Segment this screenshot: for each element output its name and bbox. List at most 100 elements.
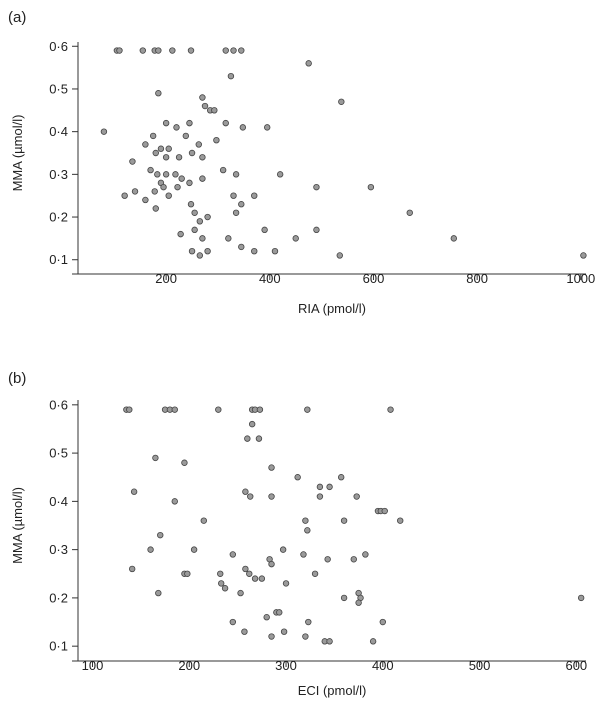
data-point-a bbox=[175, 154, 183, 161]
data-point-a bbox=[139, 47, 146, 54]
data-point-a bbox=[152, 205, 159, 212]
data-point-a bbox=[238, 47, 245, 54]
data-point-b bbox=[128, 565, 136, 573]
data-point-a bbox=[251, 192, 258, 199]
data-point-a bbox=[172, 171, 179, 178]
data-point-a bbox=[199, 235, 206, 242]
data-point-a bbox=[174, 183, 181, 191]
data-point-a bbox=[165, 145, 172, 152]
data-point-a bbox=[160, 183, 167, 191]
data-point-b bbox=[353, 493, 360, 500]
data-point-b bbox=[241, 628, 248, 635]
data-point-b bbox=[147, 546, 154, 553]
y-axis-title-b: MMA (µmol/l) bbox=[10, 487, 25, 564]
data-point-a bbox=[211, 107, 218, 114]
y-tick-label-a: 0·2 bbox=[49, 210, 68, 225]
data-point-a bbox=[173, 124, 180, 131]
data-point-b bbox=[350, 556, 357, 563]
data-point-a bbox=[169, 47, 176, 54]
data-point-a bbox=[154, 171, 161, 178]
y-tick-label-b: 0·6 bbox=[49, 397, 68, 412]
data-point-b bbox=[340, 594, 348, 602]
data-point-a bbox=[131, 188, 139, 195]
data-point-a bbox=[264, 124, 271, 131]
data-point-b bbox=[200, 517, 207, 524]
data-point-b bbox=[171, 498, 178, 505]
y-tick-label-a: 0·1 bbox=[49, 252, 68, 267]
data-point-b bbox=[302, 517, 309, 524]
data-point-b bbox=[305, 618, 312, 626]
data-point-b bbox=[276, 609, 283, 616]
data-point-a bbox=[195, 141, 202, 148]
y-tick-label-b: 0·2 bbox=[49, 590, 68, 605]
data-point-b bbox=[229, 618, 237, 626]
y-tick-label-a: 0·3 bbox=[49, 167, 68, 182]
data-point-a bbox=[196, 252, 204, 259]
data-point-b bbox=[268, 633, 275, 640]
data-point-b bbox=[268, 560, 275, 568]
data-point-b bbox=[304, 527, 311, 534]
data-point-a bbox=[199, 154, 206, 161]
data-point-b bbox=[362, 551, 369, 558]
data-point-b bbox=[316, 483, 324, 491]
data-point-a bbox=[450, 235, 458, 242]
data-point-b bbox=[324, 556, 331, 563]
data-point-b bbox=[326, 483, 333, 491]
y-tick-label-b: 0·1 bbox=[49, 639, 68, 654]
data-point-b bbox=[311, 570, 319, 577]
x-tick-label-b: 200 bbox=[178, 658, 200, 673]
data-point-b bbox=[242, 565, 249, 573]
x-tick-label-b: 400 bbox=[372, 658, 394, 673]
x-tick-label-b: 600 bbox=[565, 658, 587, 673]
data-point-b bbox=[279, 546, 287, 553]
data-point-b bbox=[300, 551, 307, 558]
data-point-b bbox=[152, 454, 159, 462]
data-point-a bbox=[178, 175, 185, 182]
data-point-b bbox=[247, 493, 254, 500]
data-point-a bbox=[276, 171, 284, 178]
data-point-b bbox=[155, 589, 162, 597]
data-point-a bbox=[313, 183, 320, 191]
data-point-a bbox=[162, 154, 170, 161]
data-point-a bbox=[239, 124, 247, 131]
data-point-b bbox=[181, 459, 188, 466]
data-point-a bbox=[336, 252, 343, 259]
data-point-a bbox=[162, 119, 170, 127]
data-point-a bbox=[222, 47, 229, 54]
data-point-a bbox=[116, 47, 123, 54]
data-point-a bbox=[162, 171, 170, 178]
panel-label-b: (b) bbox=[8, 370, 26, 387]
x-axis-title-b: ECI (pmol/l) bbox=[298, 683, 367, 698]
data-point-b bbox=[263, 614, 270, 621]
data-point-a bbox=[191, 209, 198, 216]
data-point-a bbox=[271, 247, 279, 255]
data-point-a bbox=[196, 218, 204, 225]
data-point-b bbox=[381, 507, 388, 515]
data-point-b bbox=[340, 517, 348, 524]
data-point-b bbox=[184, 570, 191, 577]
data-point-a bbox=[191, 226, 198, 234]
data-point-b bbox=[244, 435, 251, 442]
y-axis-title-a: MMA (µmol/l) bbox=[10, 115, 25, 192]
data-point-a bbox=[313, 226, 320, 234]
x-tick-label-b: 100 bbox=[82, 658, 104, 673]
data-point-a bbox=[100, 128, 108, 135]
data-point-b bbox=[258, 575, 266, 582]
data-point-a bbox=[338, 98, 345, 105]
data-point-a bbox=[147, 166, 154, 174]
x-tick-label-b: 500 bbox=[469, 658, 491, 673]
y-tick-label-a: 0·4 bbox=[49, 124, 68, 139]
data-point-b bbox=[255, 435, 263, 442]
data-point-a bbox=[292, 235, 299, 242]
x-tick-label-a: 400 bbox=[259, 271, 281, 286]
data-point-a bbox=[230, 192, 237, 199]
y-tick-label-a: 0·6 bbox=[49, 39, 68, 54]
data-point-b bbox=[190, 546, 198, 553]
data-point-a bbox=[199, 94, 206, 101]
data-point-b bbox=[242, 488, 249, 495]
data-point-a bbox=[187, 201, 195, 208]
data-point-a bbox=[222, 119, 229, 127]
data-point-a bbox=[151, 188, 158, 195]
data-point-a bbox=[199, 175, 206, 182]
data-point-a bbox=[213, 136, 220, 144]
